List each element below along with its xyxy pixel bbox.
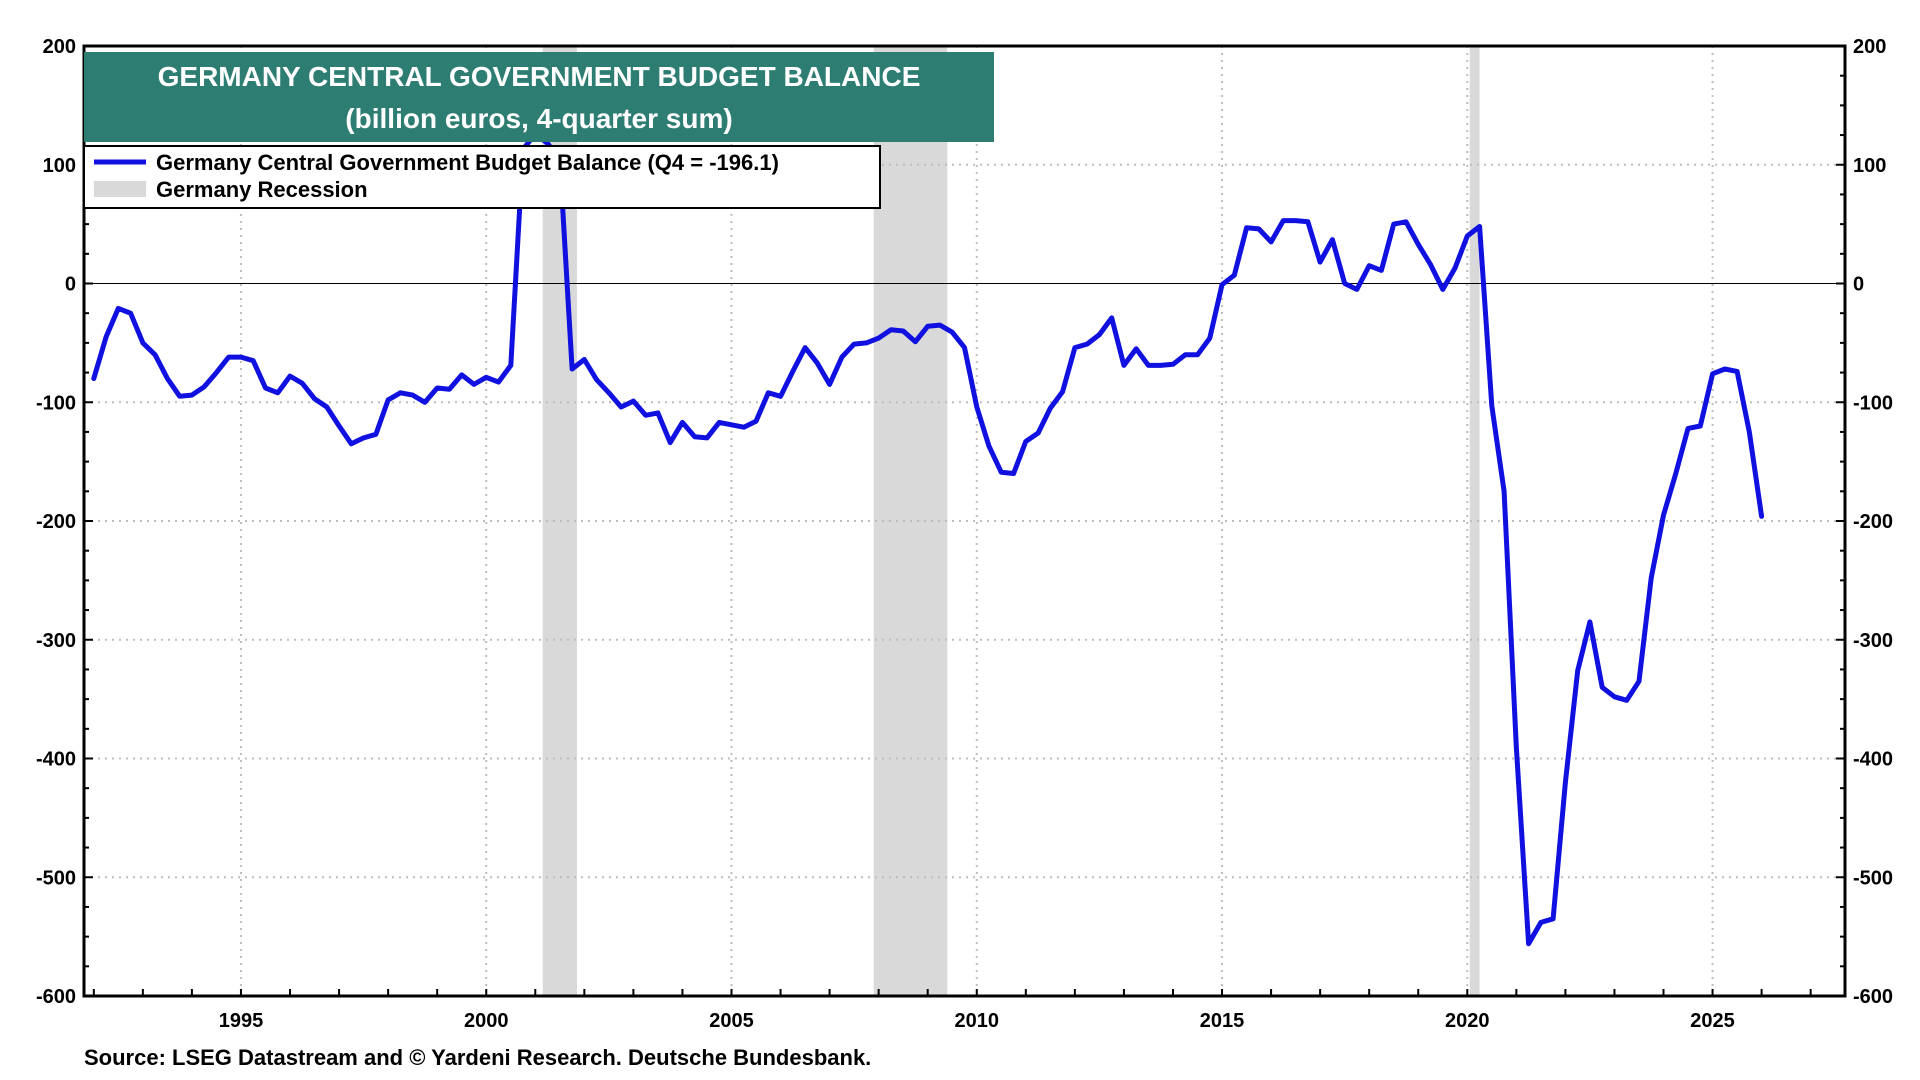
y-tick-label-right: 200 xyxy=(1853,36,1886,58)
legend-box xyxy=(83,145,881,209)
y-tick-label-left: -600 xyxy=(36,986,76,1008)
y-tick-label-left: 100 xyxy=(43,155,76,177)
x-tick-label: 2025 xyxy=(1690,1010,1735,1032)
y-tick-label-right: 100 xyxy=(1853,155,1886,177)
y-tick-label-right: 0 xyxy=(1853,274,1864,296)
legend-series-label: Germany Central Government Budget Balanc… xyxy=(156,150,779,175)
y-tick-label-left: 0 xyxy=(65,274,76,296)
y-tick-label-right: -100 xyxy=(1853,392,1893,414)
y-tick-label-left: -300 xyxy=(36,630,76,652)
x-axis-labels: 1995 2000 2005 2010 2015 2020 2025 xyxy=(219,1010,1735,1032)
y-axis-right-labels: 200 100 0 -100 -200 -300 -400 -500 -600 xyxy=(1853,36,1893,1008)
y-tick-label-right: -300 xyxy=(1853,630,1893,652)
x-tick-label: 2000 xyxy=(464,1010,509,1032)
title-background xyxy=(84,52,994,142)
x-tick-label: 2005 xyxy=(709,1010,754,1032)
x-tick-label: 2010 xyxy=(955,1010,1000,1032)
legend: Germany Central Government Budget Balanc… xyxy=(83,145,881,209)
chart-title: GERMANY CENTRAL GOVERNMENT BUDGET BALANC… xyxy=(158,61,921,92)
y-axis-left-labels: 200 100 0 -100 -200 -300 -400 -500 -600 xyxy=(36,36,76,1008)
x-tick-label: 2020 xyxy=(1445,1010,1490,1032)
chart-subtitle: (billion euros, 4-quarter sum) xyxy=(345,103,732,134)
legend-recession-swatch xyxy=(94,181,146,197)
y-tick-label-right: -600 xyxy=(1853,986,1893,1008)
x-tick-label: 2015 xyxy=(1200,1010,1245,1032)
y-tick-label-left: -400 xyxy=(36,749,76,771)
y-tick-label-left: -500 xyxy=(36,867,76,889)
y-tick-label-right: -200 xyxy=(1853,511,1893,533)
y-tick-label-right: -500 xyxy=(1853,867,1893,889)
x-tick-label: 1995 xyxy=(219,1010,264,1032)
y-tick-label-left: -200 xyxy=(36,511,76,533)
series-lines xyxy=(91,131,1765,947)
y-tick-label-left: -100 xyxy=(36,392,76,414)
series-line-0 xyxy=(91,131,1765,947)
recession-band-2 xyxy=(1469,46,1480,996)
gridlines xyxy=(84,46,1845,996)
source-note: Source: LSEG Datastream and © Yardeni Re… xyxy=(84,1045,871,1070)
title-box: GERMANY CENTRAL GOVERNMENT BUDGET BALANC… xyxy=(84,52,994,142)
legend-recession-label: Germany Recession xyxy=(156,177,368,202)
y-tick-label-left: 200 xyxy=(43,36,76,58)
y-tick-label-right: -400 xyxy=(1853,749,1893,771)
